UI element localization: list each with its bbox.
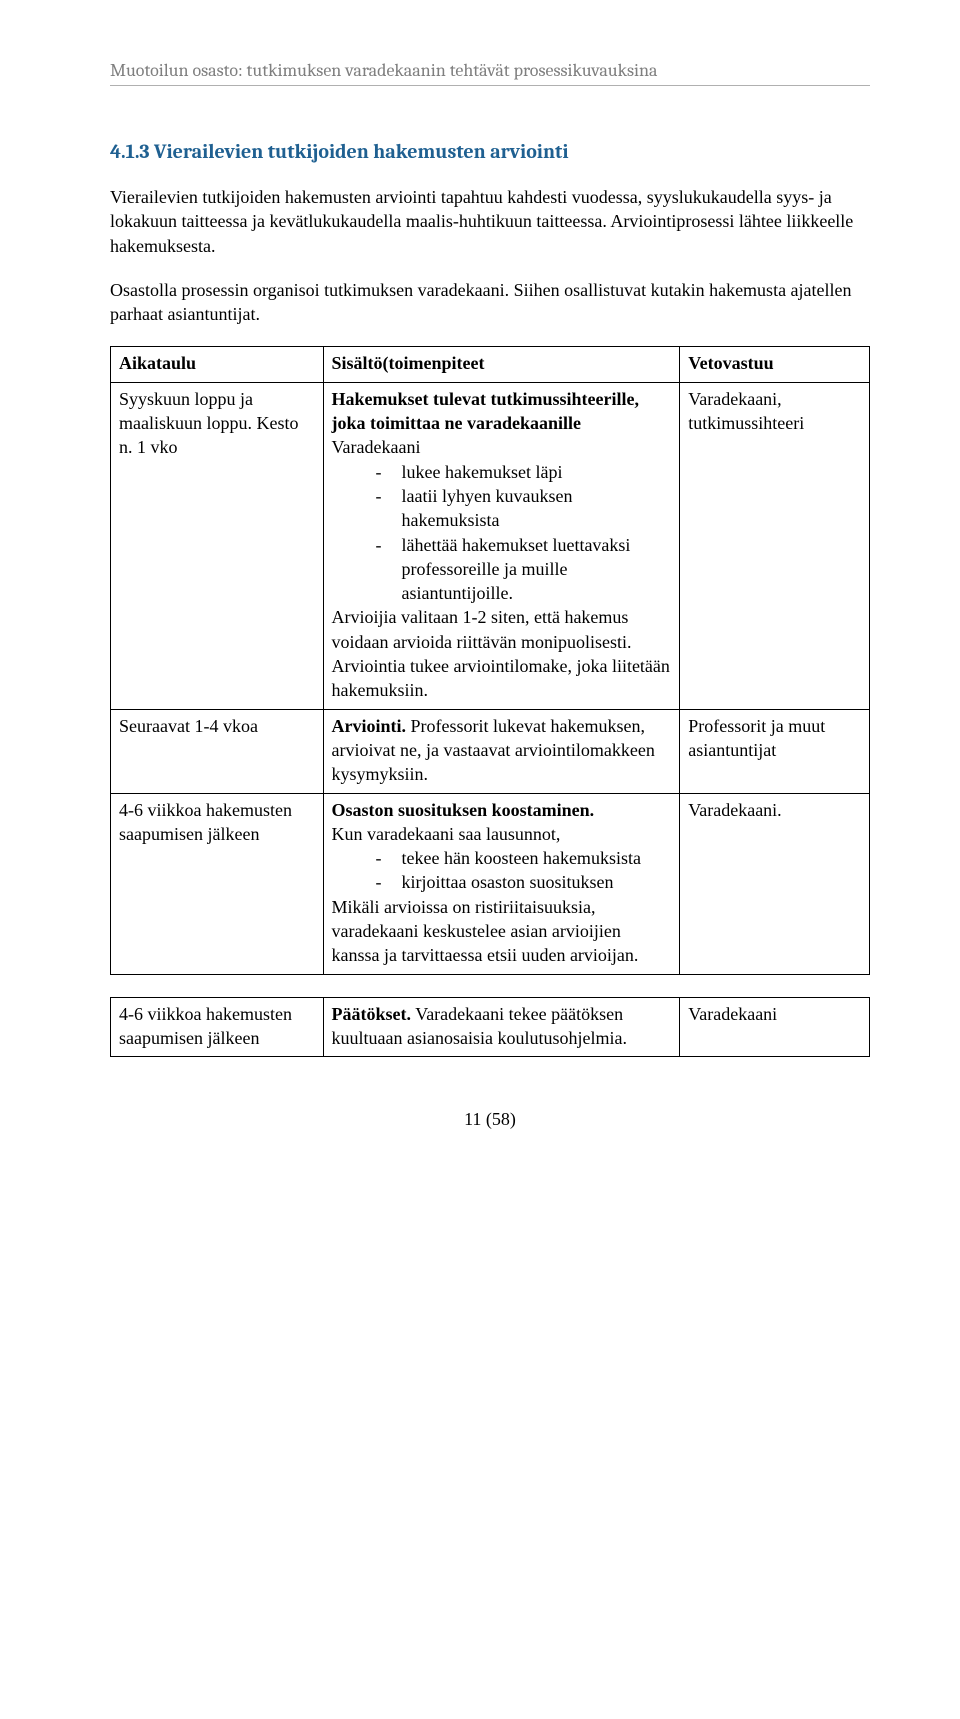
cell-lead-bold: Hakemukset tulevat tutkimussihteerille, …	[332, 389, 640, 433]
cell-intro: Kun varadekaani saa lausunnot,	[332, 824, 561, 844]
table-row: Seuraavat 1-4 vkoa Arviointi. Professori…	[111, 709, 870, 793]
list-item: lukee hakemukset läpi	[376, 460, 672, 484]
page-header: Muotoilun osasto: tutkimuksen varadekaan…	[110, 60, 870, 86]
table-row: 4-6 viikkoa hakemusten saapumisen jälkee…	[111, 793, 870, 974]
table-row: Syyskuun loppu ja maaliskuun loppu. Kest…	[111, 382, 870, 709]
cell-after: Mikäli arvioissa on ristiriitaisuuksia, …	[332, 897, 639, 966]
schedule-table-1: Aikataulu Sisältö(toimenpiteet Vetovastu…	[110, 346, 870, 974]
schedule-table-2: 4-6 viikkoa hakemusten saapumisen jälkee…	[110, 997, 870, 1058]
cell-vetovastuu: Varadekaani	[680, 997, 870, 1057]
section-heading: 4.1.3 Vierailevien tutkijoiden hakemuste…	[110, 140, 870, 163]
cell-aikataulu: 4-6 viikkoa hakemusten saapumisen jälkee…	[111, 793, 324, 974]
cell-vetovastuu: Professorit ja muut asiantuntijat	[680, 709, 870, 793]
cell-vetovastuu: Varadekaani, tutkimussihteeri	[680, 382, 870, 709]
cell-varadekaani: Varadekaani	[332, 437, 421, 457]
cell-bold: Osaston suosituksen koostaminen.	[332, 800, 595, 820]
cell-sisalto: Arviointi. Professorit lukevat hakemukse…	[323, 709, 680, 793]
cell-sisalto: Hakemukset tulevat tutkimussihteerille, …	[323, 382, 680, 709]
cell-bullets: tekee hän koosteen hakemuksista kirjoitt…	[332, 846, 672, 895]
list-item: kirjoittaa osaston suosituksen	[376, 870, 672, 894]
cell-aikataulu: Seuraavat 1-4 vkoa	[111, 709, 324, 793]
paragraph-2: Osastolla prosessin organisoi tutkimukse…	[110, 278, 870, 327]
th-aikataulu: Aikataulu	[111, 347, 324, 382]
paragraph-1: Vierailevien tutkijoiden hakemusten arvi…	[110, 185, 870, 258]
cell-aikataulu: 4-6 viikkoa hakemusten saapumisen jälkee…	[111, 997, 324, 1057]
list-item: lähettää hakemukset luettavaksi professo…	[376, 533, 672, 606]
cell-sisalto: Osaston suosituksen koostaminen. Kun var…	[323, 793, 680, 974]
th-vetovastuu: Vetovastuu	[680, 347, 870, 382]
list-item: laatii lyhyen kuvauksen hakemuksista	[376, 484, 672, 533]
cell-bold: Päätökset.	[332, 1004, 412, 1024]
cell-after: Arvioijia valitaan 1-2 siten, että hakem…	[332, 607, 670, 700]
cell-aikataulu: Syyskuun loppu ja maaliskuun loppu. Kest…	[111, 382, 324, 709]
page-number: 11 (58)	[110, 1109, 870, 1130]
table-row: 4-6 viikkoa hakemusten saapumisen jälkee…	[111, 997, 870, 1057]
cell-bold: Arviointi.	[332, 716, 407, 736]
th-sisalto: Sisältö(toimenpiteet	[323, 347, 680, 382]
cell-vetovastuu: Varadekaani.	[680, 793, 870, 974]
cell-bullets: lukee hakemukset läpi laatii lyhyen kuva…	[332, 460, 672, 606]
cell-sisalto: Päätökset. Varadekaani tekee päätöksen k…	[323, 997, 680, 1057]
document-page: Muotoilun osasto: tutkimuksen varadekaan…	[0, 0, 960, 1170]
table-header-row: Aikataulu Sisältö(toimenpiteet Vetovastu…	[111, 347, 870, 382]
list-item: tekee hän koosteen hakemuksista	[376, 846, 672, 870]
